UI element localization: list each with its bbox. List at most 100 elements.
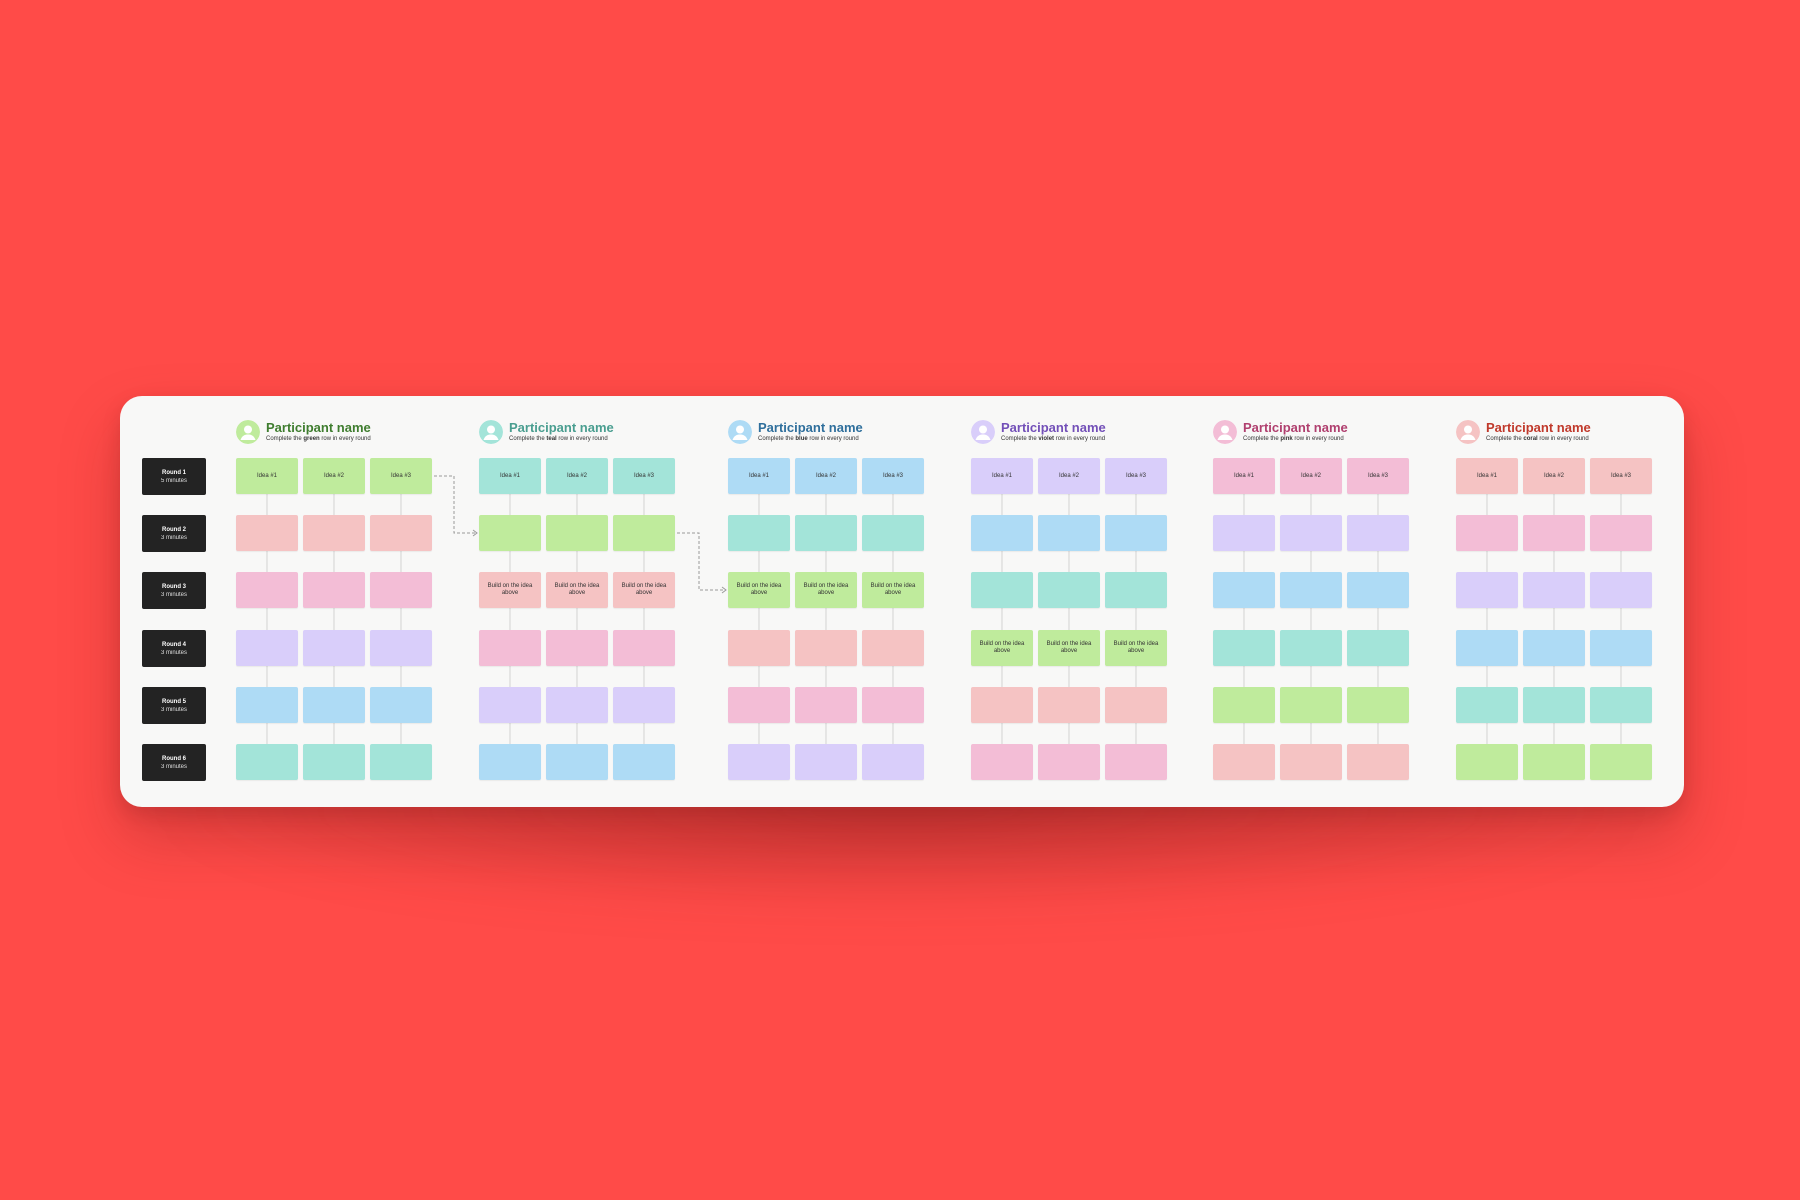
sticky-note[interactable] (613, 630, 675, 666)
sticky-note[interactable]: Idea #2 (546, 458, 608, 494)
sticky-note[interactable] (613, 687, 675, 723)
sticky-note[interactable] (370, 515, 432, 551)
sticky-note[interactable] (1347, 515, 1409, 551)
sticky-note[interactable]: Idea #1 (1213, 458, 1275, 494)
sticky-note[interactable] (1213, 515, 1275, 551)
sticky-note[interactable]: Build on the idea above (862, 572, 924, 608)
sticky-note[interactable] (1213, 630, 1275, 666)
sticky-note[interactable] (370, 630, 432, 666)
sticky-note[interactable] (1280, 744, 1342, 780)
sticky-note[interactable] (1213, 572, 1275, 608)
sticky-note[interactable] (1456, 744, 1518, 780)
sticky-note[interactable] (1523, 744, 1585, 780)
sticky-note[interactable] (728, 687, 790, 723)
sticky-note[interactable] (728, 515, 790, 551)
sticky-note[interactable] (971, 687, 1033, 723)
sticky-note[interactable] (546, 630, 608, 666)
sticky-note[interactable] (613, 515, 675, 551)
sticky-note[interactable] (1280, 572, 1342, 608)
sticky-note[interactable] (1523, 515, 1585, 551)
sticky-note[interactable] (795, 687, 857, 723)
sticky-note[interactable]: Idea #1 (479, 458, 541, 494)
sticky-note[interactable] (1523, 687, 1585, 723)
sticky-note[interactable] (1523, 572, 1585, 608)
sticky-note[interactable] (728, 744, 790, 780)
sticky-note[interactable] (303, 515, 365, 551)
sticky-note[interactable]: Idea #3 (1105, 458, 1167, 494)
sticky-note[interactable] (479, 515, 541, 551)
sticky-note[interactable] (862, 744, 924, 780)
sticky-note[interactable] (613, 744, 675, 780)
sticky-note[interactable]: Idea #3 (613, 458, 675, 494)
sticky-note[interactable] (303, 630, 365, 666)
sticky-note[interactable]: Idea #1 (728, 458, 790, 494)
sticky-note[interactable] (479, 744, 541, 780)
sticky-note[interactable] (1280, 687, 1342, 723)
sticky-note[interactable] (479, 630, 541, 666)
sticky-note[interactable]: Idea #2 (1523, 458, 1585, 494)
sticky-note[interactable] (546, 687, 608, 723)
sticky-note[interactable]: Idea #2 (795, 458, 857, 494)
sticky-note[interactable]: Build on the idea above (1105, 630, 1167, 666)
sticky-note[interactable]: Idea #3 (1347, 458, 1409, 494)
sticky-note[interactable] (1456, 630, 1518, 666)
sticky-note[interactable] (1038, 687, 1100, 723)
sticky-note[interactable] (1590, 572, 1652, 608)
sticky-note[interactable]: Build on the idea above (546, 572, 608, 608)
sticky-note[interactable]: Build on the idea above (479, 572, 541, 608)
sticky-note[interactable] (1456, 572, 1518, 608)
sticky-note[interactable] (1347, 630, 1409, 666)
sticky-note[interactable]: Idea #3 (1590, 458, 1652, 494)
sticky-note[interactable] (236, 687, 298, 723)
sticky-note[interactable] (370, 572, 432, 608)
sticky-note[interactable] (795, 630, 857, 666)
sticky-note[interactable] (1523, 630, 1585, 666)
sticky-note[interactable] (795, 515, 857, 551)
sticky-note[interactable] (370, 744, 432, 780)
sticky-note[interactable] (1280, 630, 1342, 666)
sticky-note[interactable] (795, 744, 857, 780)
sticky-note[interactable]: Idea #1 (1456, 458, 1518, 494)
sticky-note[interactable] (1590, 687, 1652, 723)
sticky-note[interactable] (1347, 687, 1409, 723)
sticky-note[interactable] (971, 515, 1033, 551)
sticky-note[interactable] (236, 630, 298, 666)
sticky-note[interactable]: Build on the idea above (795, 572, 857, 608)
sticky-note[interactable] (1038, 572, 1100, 608)
sticky-note[interactable] (728, 630, 790, 666)
sticky-note[interactable] (1280, 515, 1342, 551)
sticky-note[interactable] (236, 744, 298, 780)
sticky-note[interactable]: Build on the idea above (971, 630, 1033, 666)
sticky-note[interactable] (971, 572, 1033, 608)
sticky-note[interactable]: Idea #3 (862, 458, 924, 494)
sticky-note[interactable] (303, 572, 365, 608)
sticky-note[interactable] (1213, 687, 1275, 723)
sticky-note[interactable]: Idea #1 (971, 458, 1033, 494)
sticky-note[interactable] (546, 744, 608, 780)
sticky-note[interactable] (1213, 744, 1275, 780)
sticky-note[interactable] (1105, 572, 1167, 608)
sticky-note[interactable] (1347, 572, 1409, 608)
sticky-note[interactable]: Idea #2 (303, 458, 365, 494)
sticky-note[interactable] (303, 744, 365, 780)
sticky-note[interactable] (1456, 687, 1518, 723)
sticky-note[interactable] (1347, 744, 1409, 780)
sticky-note[interactable] (1105, 515, 1167, 551)
sticky-note[interactable] (862, 515, 924, 551)
sticky-note[interactable] (1105, 744, 1167, 780)
sticky-note[interactable] (862, 630, 924, 666)
sticky-note[interactable] (1038, 515, 1100, 551)
sticky-note[interactable] (1590, 515, 1652, 551)
sticky-note[interactable] (303, 687, 365, 723)
sticky-note[interactable] (1590, 630, 1652, 666)
sticky-note[interactable]: Build on the idea above (1038, 630, 1100, 666)
sticky-note[interactable] (546, 515, 608, 551)
sticky-note[interactable]: Idea #2 (1280, 458, 1342, 494)
sticky-note[interactable]: Idea #1 (236, 458, 298, 494)
sticky-note[interactable] (1038, 744, 1100, 780)
sticky-note[interactable]: Idea #2 (1038, 458, 1100, 494)
sticky-note[interactable] (1105, 687, 1167, 723)
sticky-note[interactable] (370, 687, 432, 723)
sticky-note[interactable] (236, 515, 298, 551)
sticky-note[interactable]: Build on the idea above (613, 572, 675, 608)
